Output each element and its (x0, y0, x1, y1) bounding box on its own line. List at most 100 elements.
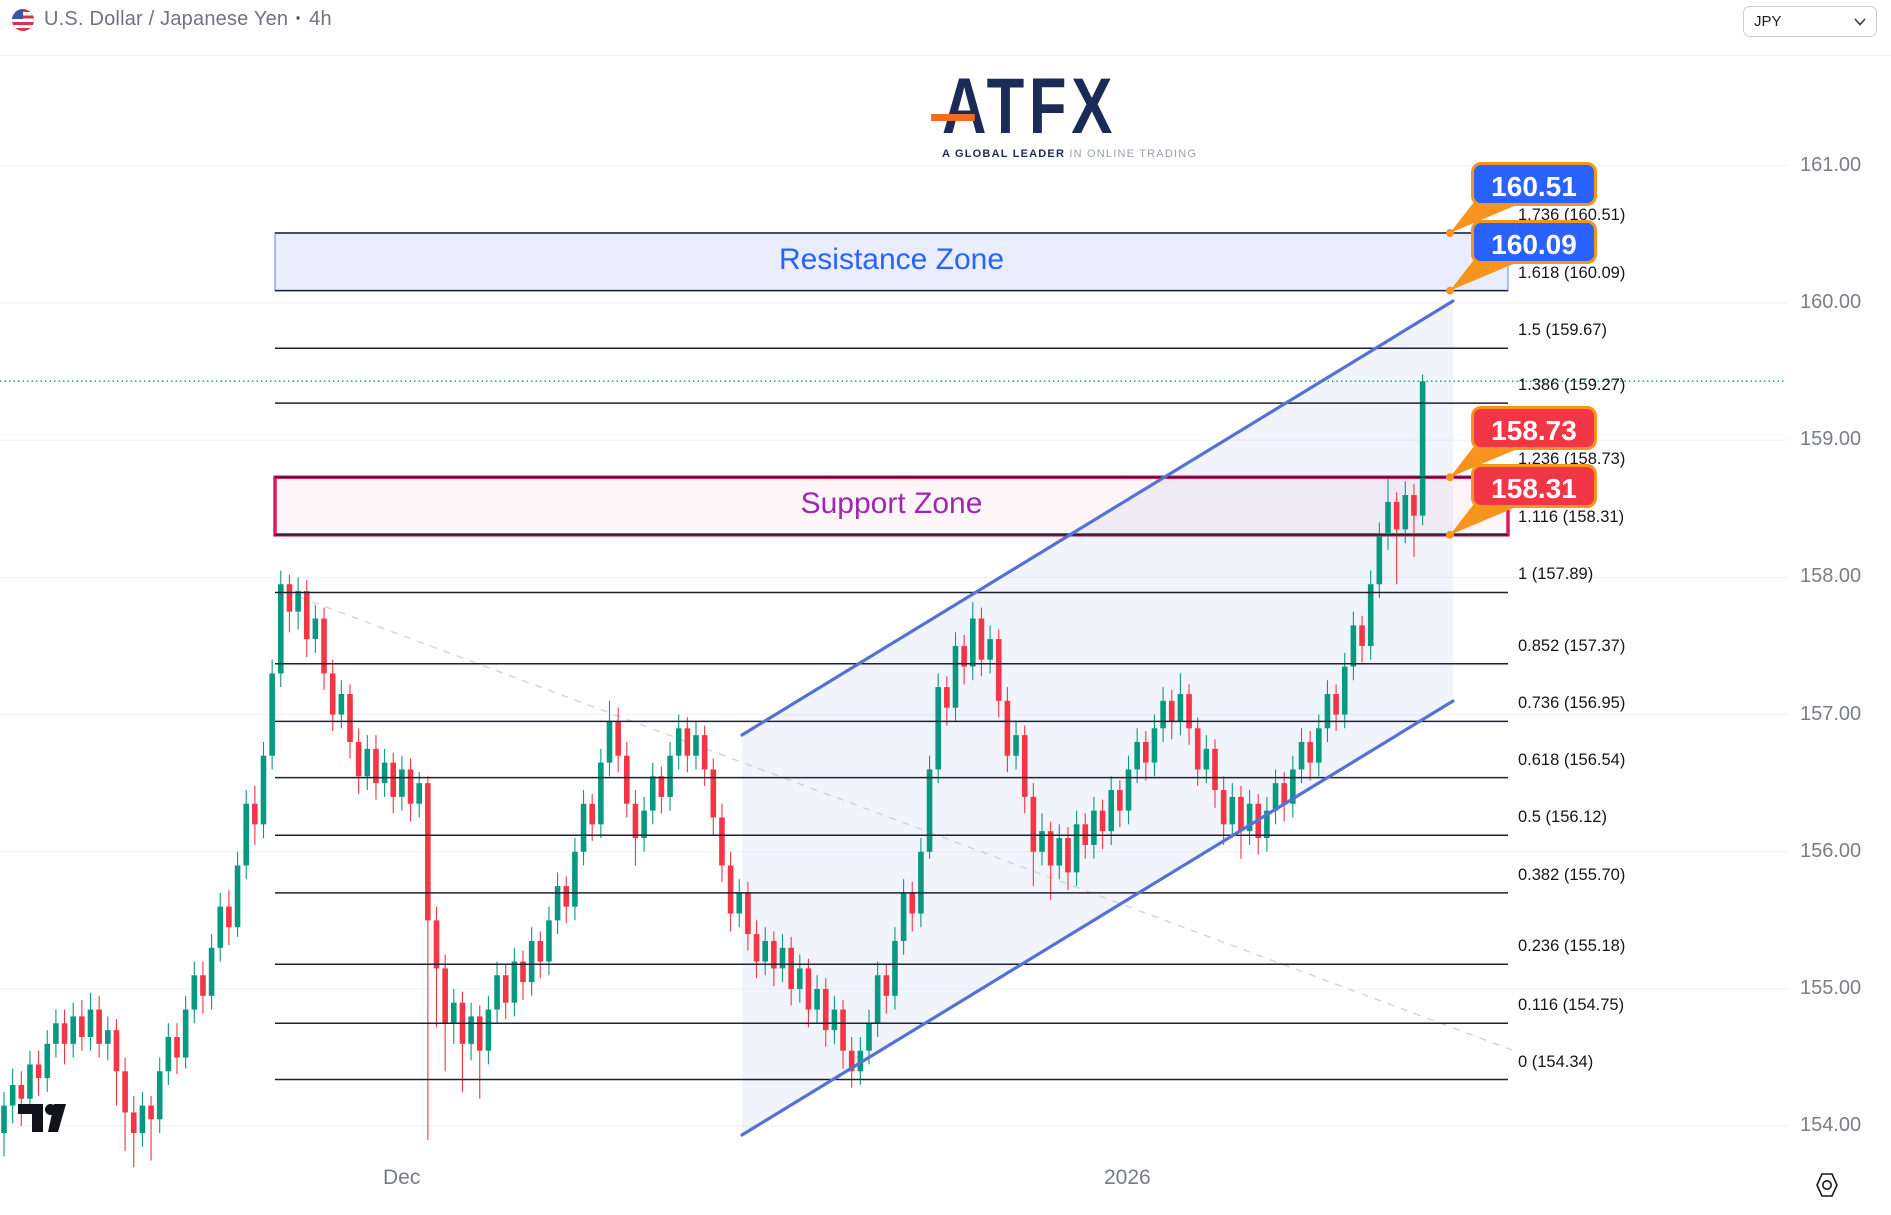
fib-level-label: 1.618 (160.09) (1518, 263, 1626, 282)
candle (278, 570, 284, 688)
candle (909, 881, 916, 932)
candle (416, 772, 422, 818)
symbol-name: U.S. Dollar / Japanese Yen (44, 8, 289, 30)
candle (632, 790, 639, 866)
channel-lower-line[interactable] (740, 699, 1455, 1137)
candle (260, 742, 267, 839)
title-separator: · (295, 8, 303, 30)
candle (468, 1002, 474, 1061)
candle (200, 961, 206, 1014)
candle (1264, 796, 1270, 852)
candle (373, 735, 379, 800)
candle (399, 755, 405, 811)
candle (1151, 714, 1158, 777)
fib-anchor-dot (1446, 473, 1454, 482)
gear-icon[interactable] (1812, 1170, 1842, 1200)
candle (1350, 611, 1357, 681)
fib-level-label: 0.5 (156.12) (1518, 808, 1607, 827)
x-axis-label: 2026 (1104, 1166, 1151, 1189)
candle (649, 762, 656, 825)
candle (1316, 714, 1322, 777)
candle (87, 993, 94, 1051)
price-callout-badge[interactable]: 158.73 (1471, 406, 1597, 451)
candle (1367, 570, 1374, 660)
candle (797, 954, 803, 1003)
candle (321, 607, 327, 690)
candle (113, 1019, 120, 1106)
candle (771, 931, 777, 987)
fib-level-label: 0.382 (155.70) (1518, 865, 1626, 884)
fib-anchor-dot (1446, 530, 1454, 539)
candle (1238, 785, 1244, 859)
candle (459, 991, 466, 1092)
candle (1168, 689, 1175, 740)
y-axis-label: 158.00 (1800, 565, 1862, 588)
candle (303, 580, 310, 657)
candle (572, 838, 578, 921)
candle (978, 607, 985, 677)
candle (926, 755, 933, 859)
fib-level-label: 0.618 (156.54) (1518, 750, 1626, 769)
candle (1004, 687, 1011, 773)
candle (425, 776, 431, 1140)
candle (995, 629, 1002, 718)
y-axis-label: 157.00 (1800, 702, 1862, 725)
candle (727, 851, 734, 932)
candle (1333, 684, 1339, 732)
candle (1411, 484, 1417, 557)
candle (27, 1050, 33, 1113)
fib-level-label: 0.736 (156.95) (1518, 694, 1626, 713)
candle (788, 936, 794, 1006)
atfx-logo-text: ATFX (942, 61, 1118, 150)
candle (1091, 796, 1097, 859)
candle (580, 790, 587, 866)
candle (1307, 731, 1313, 781)
candle (1220, 776, 1227, 845)
currency-select[interactable]: JPY (1743, 6, 1877, 37)
candle (1143, 731, 1149, 781)
fib-level-label: 1.386 (159.27) (1518, 376, 1626, 395)
candle (961, 634, 967, 685)
currency-select-value: JPY (1754, 13, 1782, 30)
candle (1203, 735, 1210, 784)
y-axis-label: 154.00 (1800, 1114, 1862, 1137)
atfx-tagline: A GLOBAL LEADER IN ONLINE TRADING (942, 148, 1198, 160)
candle (520, 950, 526, 1000)
candle (355, 728, 362, 795)
candle (658, 766, 665, 814)
tradingview-icon[interactable] (18, 1104, 66, 1136)
candle (1419, 374, 1426, 526)
atfx-logo-accent (931, 114, 975, 121)
fib-level-label: 0.236 (155.18) (1518, 937, 1626, 956)
candle (234, 851, 241, 937)
candle (18, 1071, 25, 1127)
candle (667, 742, 673, 811)
price-callout-badge[interactable]: 160.09 (1471, 219, 1597, 264)
price-callout-badge[interactable]: 158.31 (1471, 463, 1597, 508)
symbol-header[interactable]: U.S. Dollar / Japanese Yen · 4h (12, 8, 332, 31)
candle (589, 794, 595, 841)
candle (719, 803, 725, 882)
candle (156, 1057, 163, 1134)
candle (1073, 810, 1080, 887)
candle (641, 796, 647, 852)
candle (805, 958, 812, 1028)
x-axis-label: Dec (383, 1166, 421, 1189)
candle (1290, 755, 1296, 818)
candle (624, 742, 630, 818)
candle (892, 927, 898, 1010)
candle (874, 961, 881, 1037)
header-divider (0, 55, 1891, 56)
candle (364, 735, 371, 791)
fib-anchor-dot (1446, 286, 1454, 295)
channel-upper-line[interactable] (740, 299, 1455, 737)
candle (1108, 776, 1114, 845)
candle (407, 758, 414, 822)
candle (1099, 799, 1106, 850)
price-callout-badge[interactable]: 160.51 (1471, 162, 1597, 206)
candle (693, 721, 699, 770)
resistance-zone[interactable] (274, 232, 1509, 292)
candle (252, 785, 258, 845)
candlestick-series (1, 374, 1426, 1168)
